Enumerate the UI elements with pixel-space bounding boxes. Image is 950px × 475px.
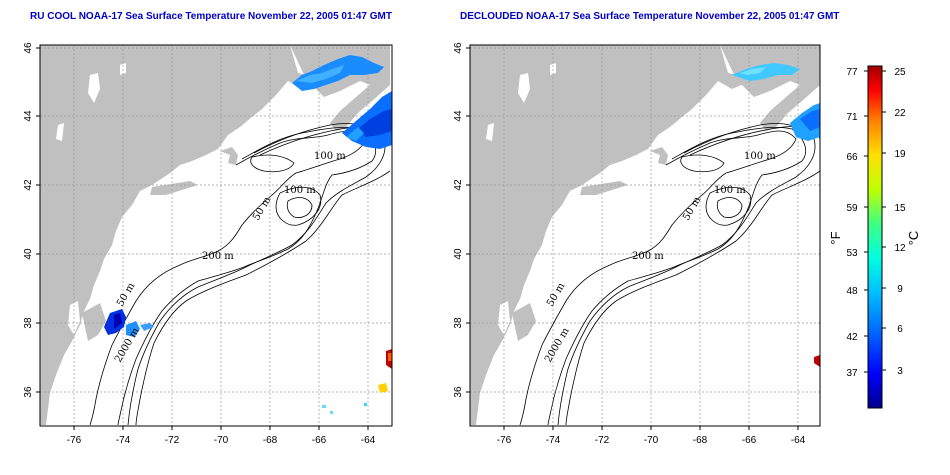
- left-map: 100 m 100 m 50 m 200 m 50 m 2000 m -76 -…: [23, 42, 393, 446]
- colorbar-f-label: 71: [846, 112, 858, 123]
- colorbar: 77 71 66 59 53 48 42 37 25 22 19 15 12 9…: [828, 65, 921, 409]
- left-x-tick-label: -68: [263, 435, 278, 446]
- colorbar-c-label: 22: [894, 108, 906, 119]
- left-contour-label-200m: 200 m: [202, 251, 234, 262]
- right-map: 100 m 100 m 50 m 200 m 50 m 2000 m -76 -…: [453, 42, 821, 446]
- left-x-tick-label: -72: [165, 435, 180, 446]
- right-contour-label-200m: 200 m: [632, 251, 664, 262]
- colorbar-c-label: 9: [897, 284, 903, 295]
- colorbar-c-label: 12: [894, 243, 906, 254]
- colorbar-c-label: 25: [894, 67, 906, 78]
- colorbar-ramp: [867, 65, 883, 409]
- right-map-x-axis: -76 -74 -72 -70 -68 -66 -64: [497, 426, 806, 446]
- right-x-tick-label: -70: [644, 435, 659, 446]
- colorbar-fahrenheit-unit: °F: [828, 231, 843, 244]
- left-map-x-axis: -76 -74 -72 -70 -68 -66 -64: [67, 426, 376, 446]
- colorbar-c-label: 3: [897, 366, 903, 377]
- colorbar-f-label: 42: [846, 332, 858, 343]
- left-x-tick-label: -74: [116, 435, 131, 446]
- colorbar-f-label: 37: [846, 368, 858, 379]
- right-y-tick-label: 42: [453, 179, 464, 191]
- right-map-frame: [469, 44, 821, 427]
- colorbar-celsius-unit: °C: [906, 231, 921, 246]
- right-y-tick-label: 46: [453, 42, 464, 54]
- colorbar-c-ticks: [882, 70, 886, 371]
- left-contour-label-100m-bank: 100 m: [284, 185, 316, 196]
- colorbar-c-label: 19: [894, 149, 906, 160]
- right-map-y-axis: 46 44 42 40 38 36: [453, 42, 470, 398]
- colorbar-c-label: 15: [894, 203, 906, 214]
- left-map-title: RU COOL NOAA-17 Sea Surface Temperature …: [30, 11, 392, 22]
- colorbar-f-label: 77: [846, 67, 858, 78]
- right-x-tick-label: -68: [693, 435, 708, 446]
- left-map-grid: [40, 45, 392, 426]
- colorbar-f-label: 48: [846, 286, 858, 297]
- left-y-tick-label: 36: [23, 386, 34, 398]
- left-map-frame: [39, 44, 393, 427]
- right-contour-label-100m-bank: 100 m: [714, 185, 746, 196]
- left-x-tick-label: -64: [361, 435, 376, 446]
- right-x-tick-label: -66: [742, 435, 757, 446]
- right-contour-label-100m-north: 100 m: [744, 151, 776, 162]
- right-y-tick-label: 38: [453, 317, 464, 329]
- right-sst-patches: [732, 63, 820, 367]
- colorbar-f-label: 59: [846, 203, 858, 214]
- colorbar-c-label: 6: [897, 324, 903, 335]
- right-x-tick-label: -64: [791, 435, 806, 446]
- left-contour-label-100m-north: 100 m: [314, 151, 346, 162]
- colorbar-f-label: 66: [846, 152, 858, 163]
- left-y-tick-label: 38: [23, 317, 34, 329]
- right-x-tick-label: -74: [546, 435, 561, 446]
- right-y-tick-label: 36: [453, 386, 464, 398]
- colorbar-f-ticks: [864, 70, 868, 373]
- left-y-tick-label: 40: [23, 248, 34, 260]
- left-sst-patches: [104, 55, 392, 414]
- left-x-tick-label: -70: [214, 435, 229, 446]
- right-y-tick-label: 40: [453, 248, 464, 260]
- left-x-tick-label: -76: [67, 435, 82, 446]
- right-map-title: DECLOUDED NOAA-17 Sea Surface Temperatur…: [460, 11, 840, 22]
- left-y-tick-label: 46: [23, 42, 34, 54]
- right-x-tick-label: -76: [497, 435, 512, 446]
- left-y-tick-label: 42: [23, 179, 34, 191]
- left-map-y-axis: 46 44 42 40 38 36: [23, 42, 40, 398]
- left-x-tick-label: -66: [312, 435, 327, 446]
- right-map-grid: [470, 45, 820, 426]
- right-x-tick-label: -72: [595, 435, 610, 446]
- right-y-tick-label: 44: [453, 110, 464, 122]
- colorbar-f-label: 53: [846, 248, 858, 259]
- left-y-tick-label: 44: [23, 110, 34, 122]
